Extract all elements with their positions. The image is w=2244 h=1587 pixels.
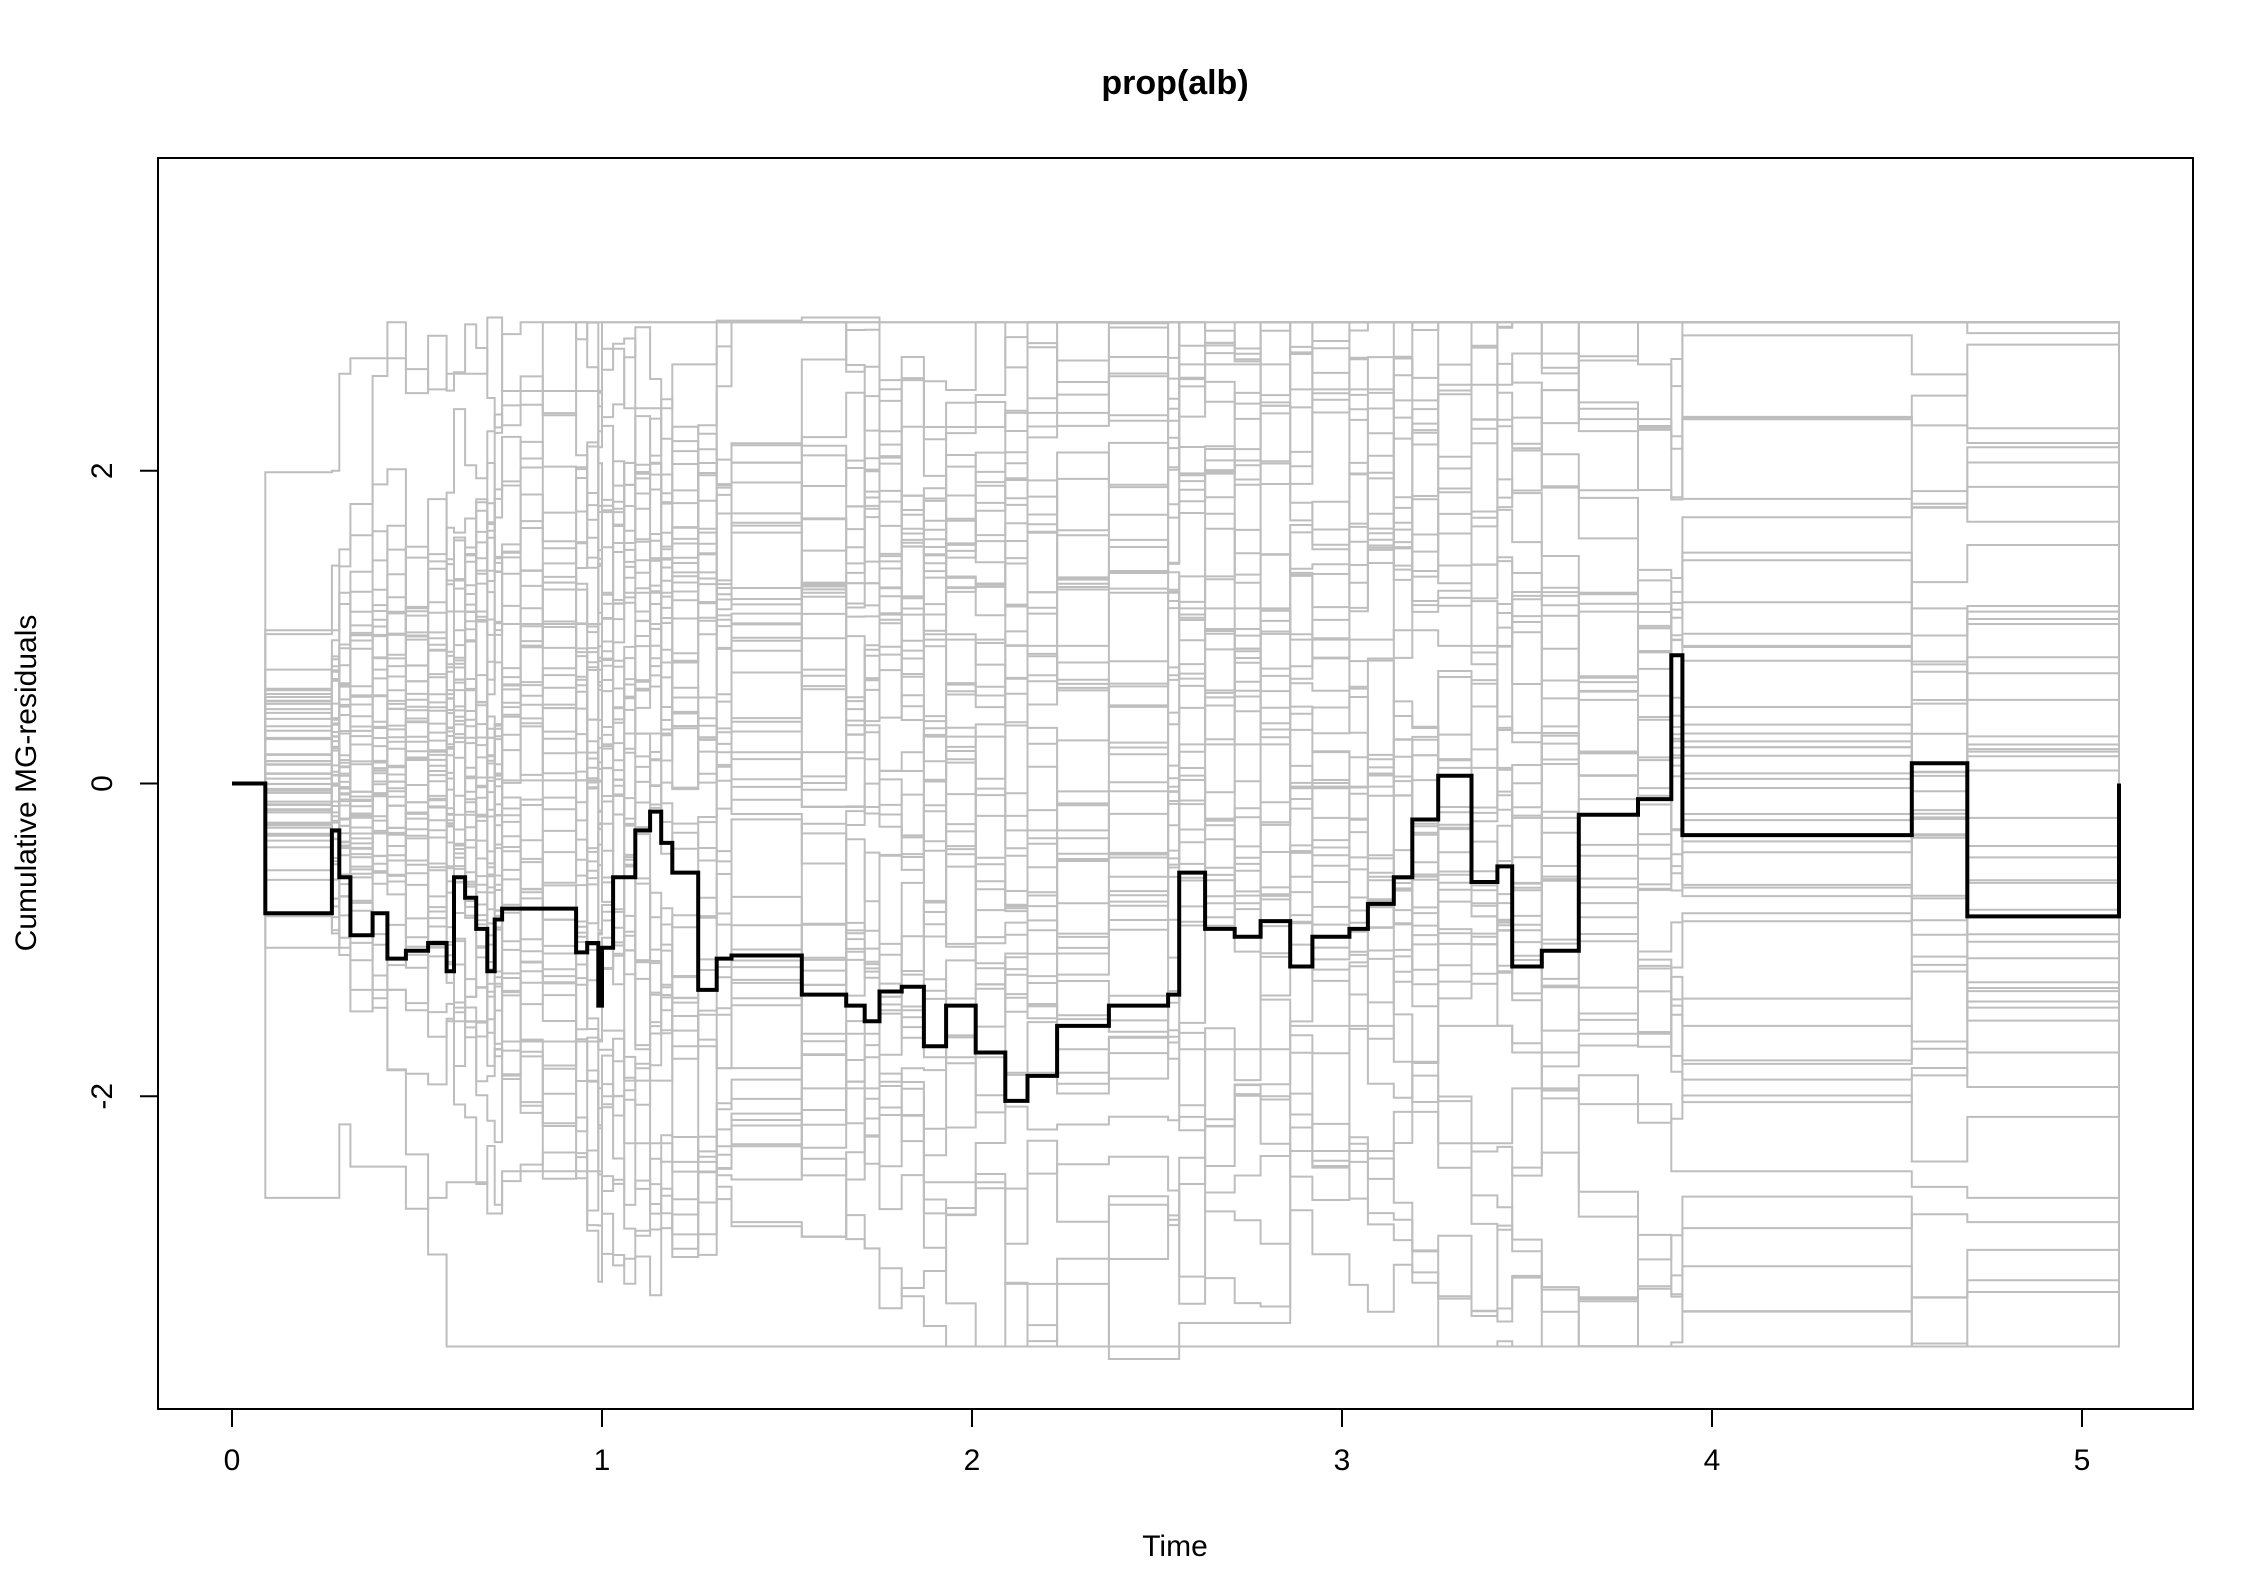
x-axis-label: Time: [1142, 1530, 1208, 1563]
simulated-path: [232, 321, 2120, 939]
observed-path-layer: [232, 653, 2121, 1103]
simulated-path: [232, 326, 2120, 868]
x-tick-label: 4: [1704, 1444, 1721, 1477]
simulated-path: [232, 422, 2120, 889]
simulated-path: [232, 321, 2120, 871]
simulated-path: [232, 782, 2120, 1360]
simulated-path: [232, 321, 2120, 949]
y-axis-label: Cumulative MG-residuals: [10, 615, 43, 952]
simulated-path: [232, 753, 2120, 1297]
x-tick-label: 5: [2074, 1444, 2091, 1477]
y-tick-label: 0: [86, 775, 119, 792]
simulated-path: [232, 645, 2120, 1348]
simulated-path: [232, 782, 2120, 1348]
chart-title: prop(alb): [1101, 64, 1248, 102]
x-tick-label: 2: [964, 1444, 981, 1477]
observed-path: [232, 653, 2121, 1103]
simulated-path: [232, 696, 2120, 835]
simulated-path: [232, 571, 2120, 785]
simulated-path: [232, 667, 2120, 1267]
simulated-path: [232, 316, 2120, 785]
x-axis: 0 1 2 3 4 5: [224, 1408, 2091, 1477]
y-axis: -2 0 2: [86, 462, 159, 1110]
y-tick-label: 2: [86, 462, 119, 479]
x-tick-label: 0: [224, 1444, 241, 1477]
x-tick-label: 3: [1334, 1444, 1351, 1477]
y-tick-label: -2: [86, 1083, 119, 1110]
simulated-path: [232, 559, 2120, 1144]
simulated-path: [232, 517, 2120, 1104]
x-tick-label: 1: [594, 1444, 611, 1477]
